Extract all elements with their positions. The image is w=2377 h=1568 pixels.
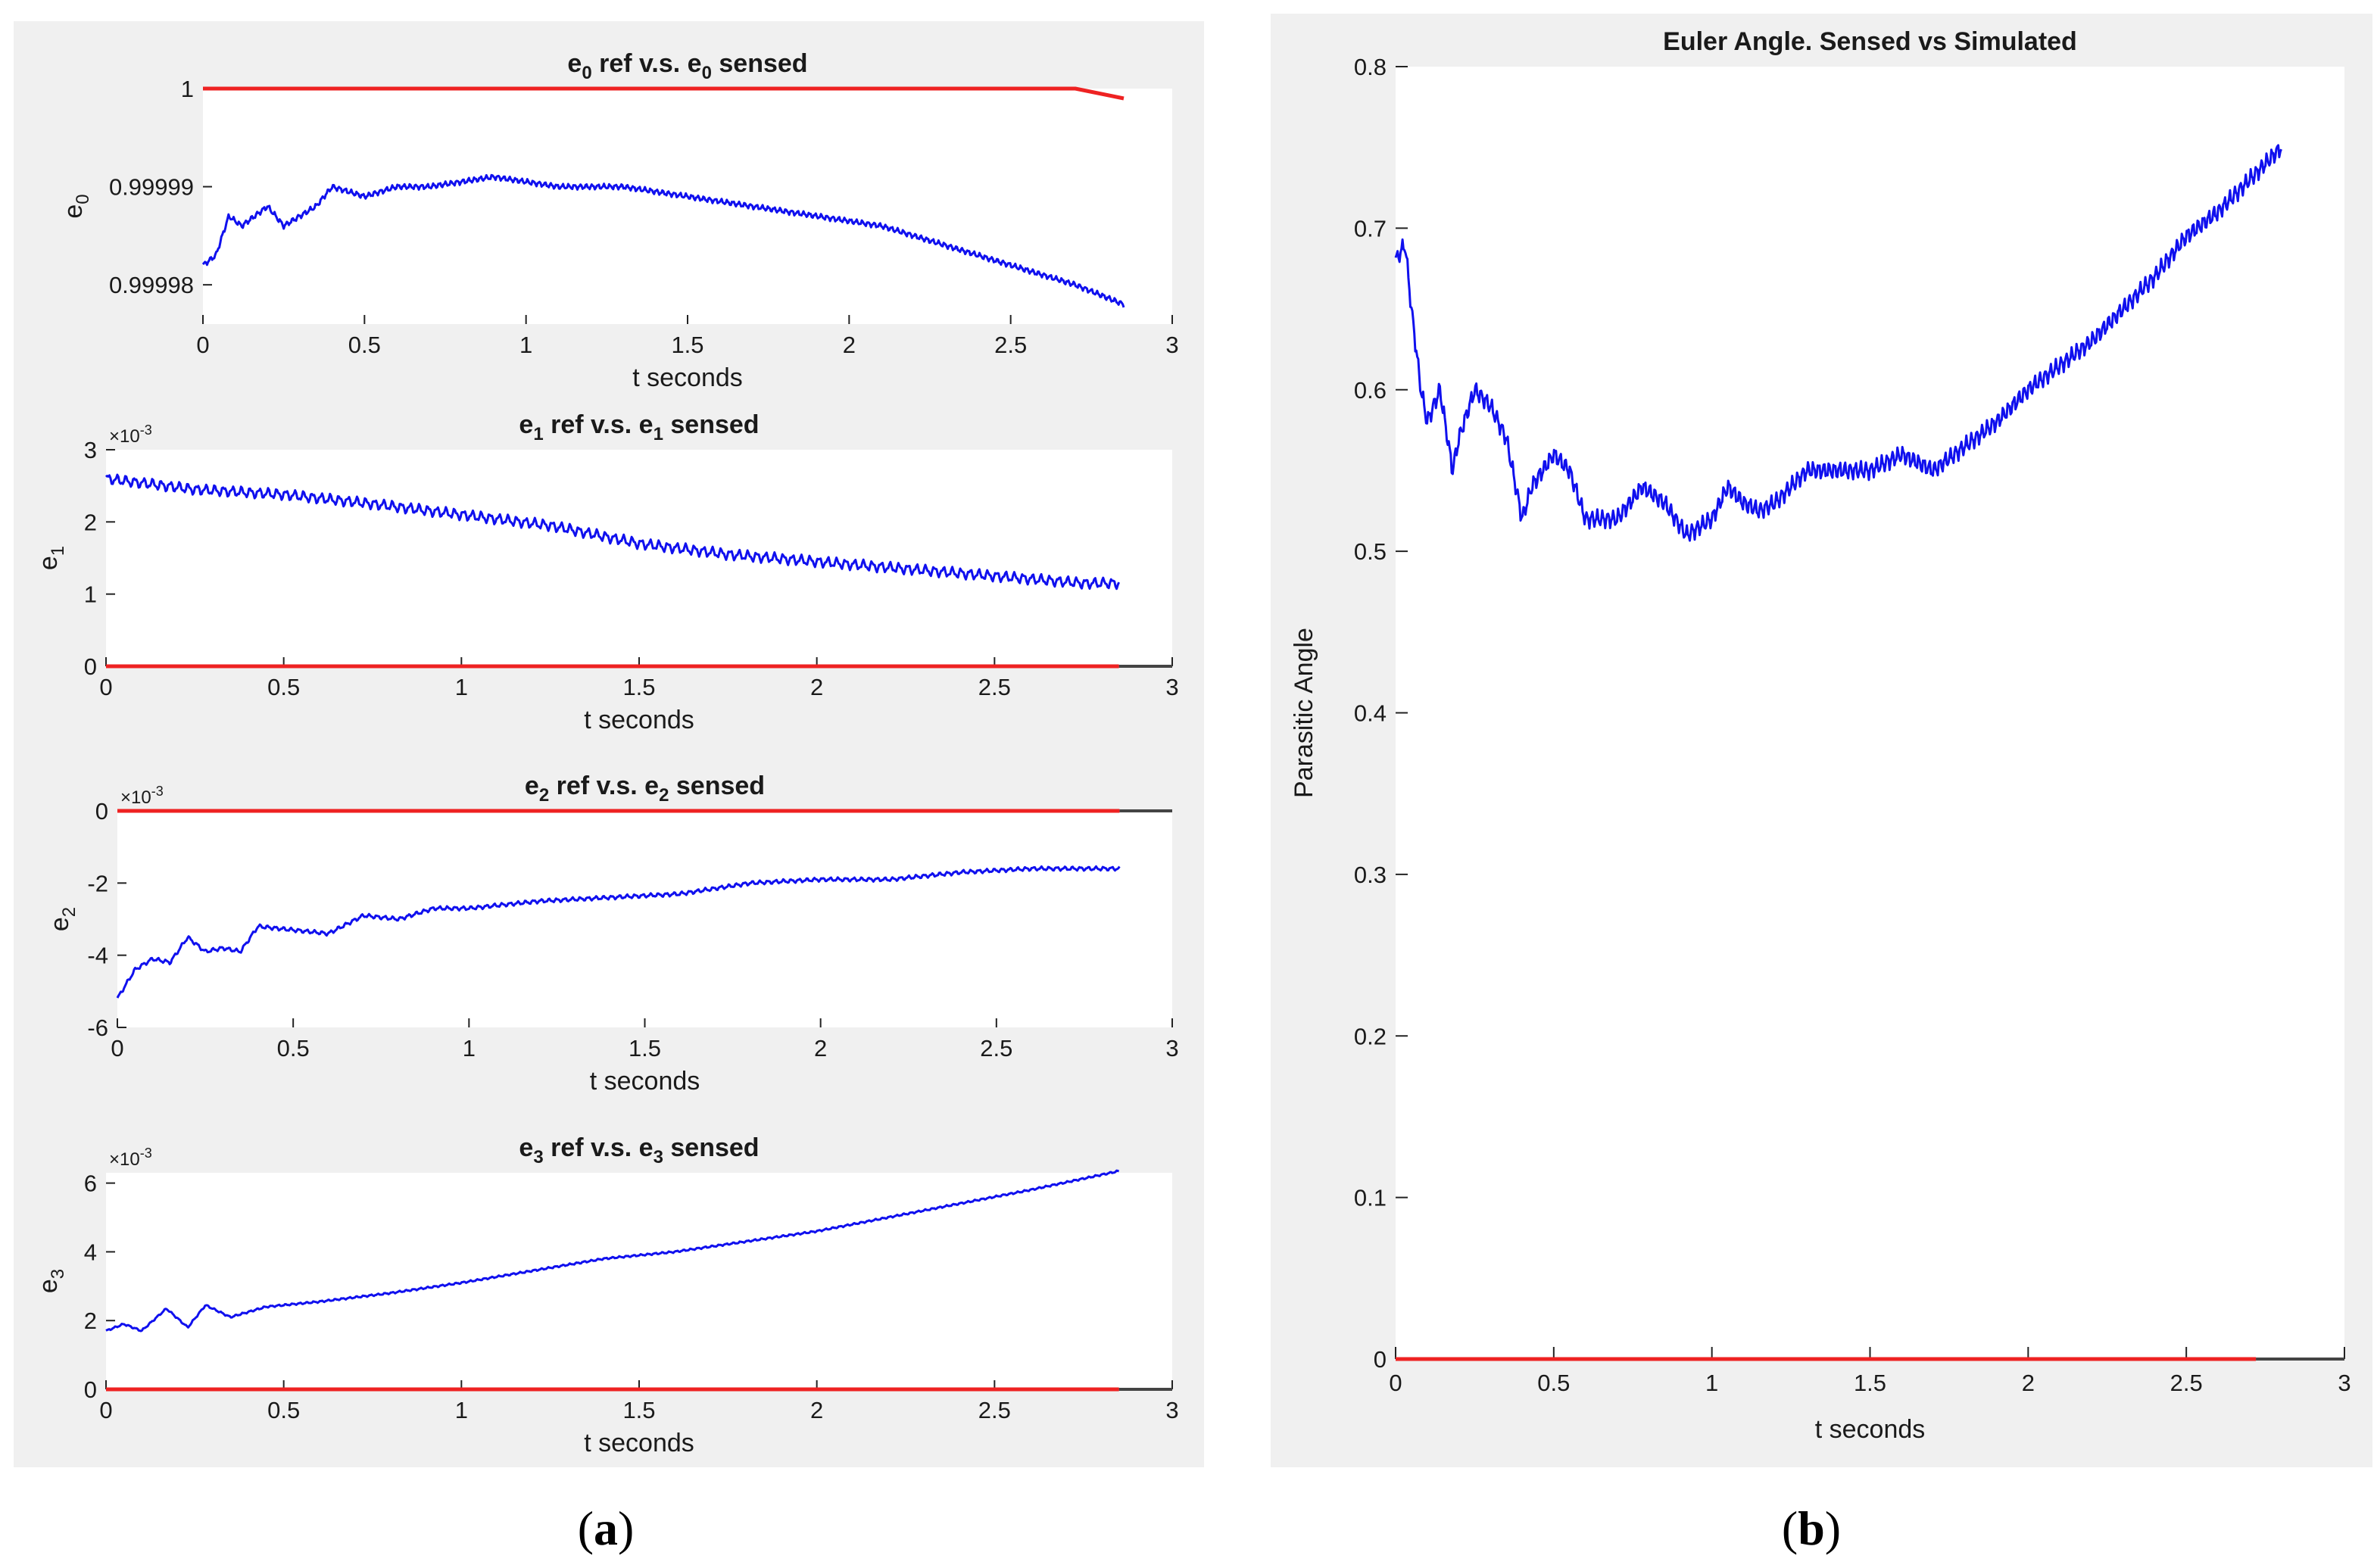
x-tick-label: 1.5 <box>622 674 655 700</box>
x-tick-label: 3 <box>1165 674 1178 700</box>
plot-area <box>1396 67 2344 1359</box>
x-tick-label: 0 <box>1389 1370 1402 1396</box>
y-tick-label: 0.3 <box>1354 862 1387 888</box>
axis-exponent: ×10-3 <box>109 1146 152 1170</box>
x-tick-label: 2.5 <box>978 674 1011 700</box>
chart-title: Euler Angle. Sensed vs Simulated <box>1663 27 2077 56</box>
x-tick-label: 2 <box>810 1397 823 1423</box>
x-tick-label: 2 <box>814 1035 827 1061</box>
caption-b: (b) <box>1782 1501 1841 1555</box>
x-tick-label: 1 <box>455 1397 468 1423</box>
y-axis-label: e0 <box>59 194 93 218</box>
y-tick-label: 0 <box>1374 1346 1387 1373</box>
y-tick-label: 0.6 <box>1354 377 1387 404</box>
x-tick-label: 2 <box>843 332 856 358</box>
y-tick-label: 0.99998 <box>109 272 194 298</box>
plot-area <box>106 450 1172 666</box>
x-tick-label: 1.5 <box>1854 1370 1886 1396</box>
axis-exponent: ×10-3 <box>109 422 152 447</box>
x-tick-label: 1 <box>463 1035 476 1061</box>
x-tick-label: 2.5 <box>978 1397 1011 1423</box>
chart-title: e0 ref v.s. e0 sensed <box>567 49 807 83</box>
chart-e3: 0 0.5 1 1.5 2 2.5 3 0 2 4 6 ×10-3 t seconds e3 e3 ref … <box>34 1133 1179 1457</box>
y-tick-label: 1 <box>84 581 97 608</box>
plot-area <box>117 811 1172 1027</box>
x-tick-label: 1.5 <box>622 1397 655 1423</box>
y-tick-label: -6 <box>87 1015 108 1041</box>
y-tick-label: 0 <box>84 1376 97 1403</box>
x-tick-label: 3 <box>1165 332 1178 358</box>
y-tick-label: 0.2 <box>1354 1023 1387 1049</box>
x-tick-label: 2.5 <box>994 332 1027 358</box>
chart-title: e3 ref v.s. e3 sensed <box>519 1133 759 1167</box>
x-tick-label: 1 <box>1705 1370 1718 1396</box>
y-tick-label: 3 <box>84 437 97 463</box>
x-tick-label: 0.5 <box>267 674 300 700</box>
x-tick-label: 2.5 <box>980 1035 1012 1061</box>
y-tick-label: 2 <box>84 1308 97 1334</box>
y-tick-label: -2 <box>87 870 108 896</box>
y-tick-label: 2 <box>84 509 97 535</box>
chart-e0: 0 0.5 1 1.5 2 2.5 3 0.99998 0.99999 1 t seconds e0 e… <box>59 49 1179 392</box>
x-axis-label: t seconds <box>632 363 743 392</box>
chart-euler: 0 0.5 1 1.5 2 2.5 3 0 0.1 0.2 0.3 0.4 0.5 0.6 0.7 0.8 t … <box>1290 27 2351 1444</box>
x-axis-label: t seconds <box>1815 1415 1926 1444</box>
x-tick-label: 1.5 <box>629 1035 661 1061</box>
y-tick-label: 0 <box>84 653 97 680</box>
y-tick-label: -4 <box>87 943 108 969</box>
y-tick-label: 0.5 <box>1354 538 1387 565</box>
x-tick-label: 3 <box>2338 1370 2350 1396</box>
x-tick-label: 3 <box>1165 1035 1178 1061</box>
x-axis-label: t seconds <box>584 1429 694 1457</box>
x-tick-label: 1 <box>519 332 532 358</box>
series-line-e3-sensed <box>105 1169 1119 1333</box>
x-tick-label: 1.5 <box>671 332 703 358</box>
x-tick-label: 0 <box>99 1397 112 1423</box>
x-tick-label: 0 <box>111 1035 123 1061</box>
x-tick-label: 0.5 <box>267 1397 300 1423</box>
x-axis-label: t seconds <box>590 1067 700 1096</box>
x-tick-label: 0 <box>99 674 112 700</box>
y-axis-label: e3 <box>34 1269 68 1293</box>
x-tick-label: 0 <box>196 332 209 358</box>
y-tick-label: 0.99999 <box>109 174 194 201</box>
plot-area <box>106 1173 1172 1389</box>
x-tick-label: 0.5 <box>348 332 381 358</box>
x-tick-label: 1 <box>455 674 468 700</box>
x-tick-label: 0.5 <box>277 1035 310 1061</box>
y-axis-label: e1 <box>34 546 68 570</box>
y-tick-label: 0.1 <box>1354 1185 1387 1211</box>
y-tick-label: 0.7 <box>1354 215 1387 242</box>
x-tick-label: 2 <box>2022 1370 2035 1396</box>
y-tick-label: 0.8 <box>1354 54 1387 80</box>
y-tick-label: 6 <box>84 1171 97 1197</box>
plot-area <box>203 89 1172 324</box>
x-tick-label: 2 <box>810 674 823 700</box>
chart-title: e2 ref v.s. e2 sensed <box>525 772 765 806</box>
series-line-euler-sensed <box>1394 144 2282 542</box>
x-tick-label: 3 <box>1165 1397 1178 1423</box>
y-tick-label: 1 <box>181 76 194 102</box>
series-line-e0-ref <box>203 86 1125 101</box>
y-axis-label: e2 <box>45 907 80 931</box>
y-tick-label: 0.4 <box>1354 700 1387 727</box>
x-tick-label: 2.5 <box>2170 1370 2203 1396</box>
y-tick-label: 4 <box>84 1239 97 1265</box>
y-tick-label: 0 <box>95 798 108 825</box>
series-line-e0-sensed <box>201 173 1125 308</box>
chart-e1: 0 0.5 1 1.5 2 2.5 3 0 1 2 3 ×10-3 t seconds e1 e1 ref … <box>34 410 1179 734</box>
series-line-e1-sensed <box>105 473 1120 591</box>
x-axis-label: t seconds <box>584 706 694 734</box>
chart-title: e1 ref v.s. e1 sensed <box>519 410 759 444</box>
x-tick-label: 0.5 <box>1537 1370 1570 1396</box>
series-line-e2-sensed <box>116 865 1121 999</box>
caption-a: (a) <box>578 1501 635 1555</box>
chart-e2: 0 0.5 1 1.5 2 2.5 3 -6 -4 -2 0 ×10-3 t seconds e2 e2 r… <box>45 772 1179 1096</box>
axis-exponent: ×10-3 <box>120 784 164 808</box>
y-axis-label: Parasitic Angle <box>1290 628 1318 798</box>
